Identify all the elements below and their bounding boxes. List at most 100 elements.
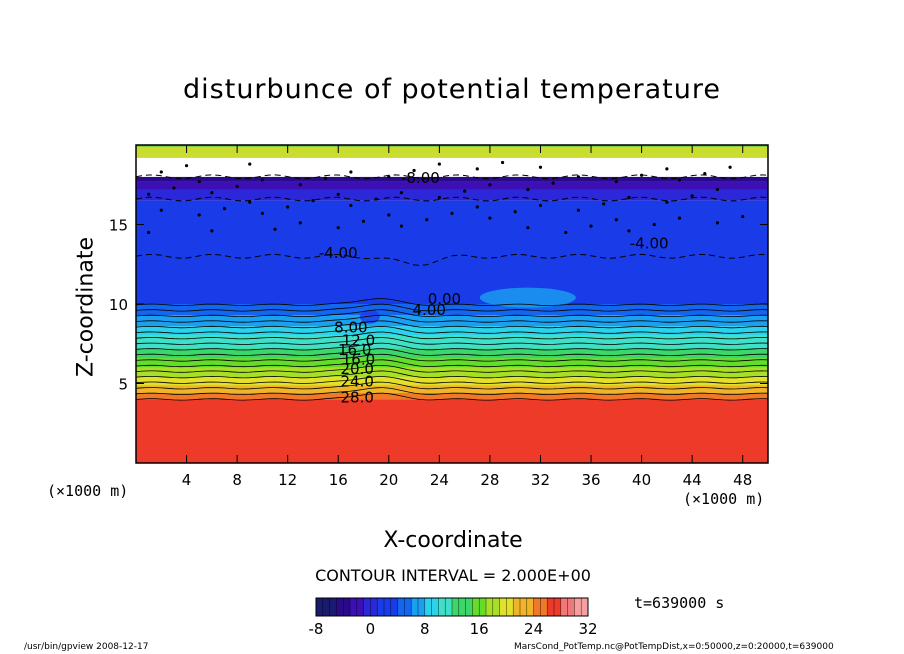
- colorbar-segment: [520, 598, 528, 616]
- contour-speck: [715, 221, 720, 225]
- heatmap-band: [136, 348, 768, 359]
- colorbar-segment: [499, 598, 507, 616]
- contour-label: -8.00: [401, 169, 440, 187]
- time-label: t=639000 s: [634, 594, 725, 612]
- contour-speck: [425, 218, 429, 222]
- contour-speck: [488, 183, 492, 187]
- colorbar-segment: [581, 598, 589, 616]
- x-tick-label: 16: [329, 471, 348, 489]
- contour-speck: [526, 226, 530, 230]
- x-tick-label: 20: [379, 471, 398, 489]
- contour-speck: [513, 210, 517, 214]
- contour-label: 12.0: [342, 331, 375, 349]
- colorbar-segment: [431, 598, 439, 616]
- colorbar-tick-label: 0: [366, 620, 376, 638]
- contour-speck: [475, 167, 479, 171]
- contour-speck: [715, 187, 720, 192]
- colorbar-segment: [350, 598, 358, 616]
- colorbar-segment: [513, 598, 521, 616]
- contour-line: [136, 309, 768, 318]
- colorbar-segment: [390, 598, 399, 616]
- y-tick-label: 10: [109, 296, 128, 314]
- contour-speck: [286, 205, 290, 209]
- colorbar-segment: [533, 598, 541, 616]
- contour-line-dashed: [136, 174, 768, 180]
- contour-speck: [222, 207, 227, 211]
- colorbar-segment: [336, 598, 344, 616]
- colorbar-segment: [486, 598, 494, 616]
- x-tick-label: 32: [531, 471, 550, 489]
- contour-line: [136, 325, 768, 334]
- colorbar-segment: [506, 598, 514, 616]
- contour-speck: [614, 218, 618, 222]
- colorbar-tick-label: 8: [420, 620, 430, 638]
- colorbar-segment: [458, 598, 467, 616]
- contour-line: [136, 314, 768, 323]
- contour-speck: [437, 162, 441, 166]
- contour-speck: [260, 178, 264, 182]
- heatmap-band: [136, 399, 768, 463]
- contour-line-dashed: [136, 253, 768, 266]
- contour-speck: [361, 219, 366, 223]
- contour-speck: [159, 208, 163, 212]
- contour-speck: [538, 203, 543, 208]
- contour-line: [136, 298, 768, 306]
- y-axis-ticks: 5 10 15: [109, 217, 768, 394]
- contour-speck: [614, 179, 618, 184]
- contour-line: [136, 376, 768, 384]
- colorbar-segment: [438, 598, 446, 616]
- file-footer: MarsCond_PotTemp.nc@PotTempDist,x=0:5000…: [514, 642, 834, 652]
- heatmap-band: [136, 367, 768, 378]
- contour-speck: [677, 216, 682, 220]
- colorbar-segment: [329, 598, 337, 616]
- contour-line: [136, 342, 768, 351]
- contour-speck: [374, 197, 378, 201]
- heatmap-field: [136, 145, 768, 463]
- heatmap-band: [136, 189, 768, 201]
- contour-line-dashed: [136, 196, 768, 202]
- contour-speck: [197, 179, 201, 184]
- contour-line: [136, 370, 768, 379]
- contour-labels: -8.00-4.00-4.000.004.008.0012.016.016.02…: [319, 169, 669, 406]
- contour-speck: [551, 181, 555, 185]
- contour-speck: [475, 205, 479, 209]
- x-axis-label: X-coordinate: [383, 528, 523, 553]
- contour-speck: [589, 224, 593, 228]
- contour-speck: [336, 226, 340, 230]
- contour-speck: [184, 164, 189, 168]
- contour-speck: [412, 168, 416, 173]
- contour-interval-label: CONTOUR INTERVAL = 2.000E+00: [315, 566, 591, 585]
- anomaly-patch: [479, 287, 576, 308]
- colorbar-segment: [363, 598, 371, 616]
- colorbar-segment: [316, 598, 324, 616]
- contour-label: 20.0: [340, 360, 373, 378]
- x-tick-label: 44: [683, 471, 702, 489]
- contour-speck: [197, 213, 201, 217]
- anomaly-patch: [359, 309, 380, 324]
- heatmap-band: [136, 176, 768, 182]
- contour-speck: [627, 229, 631, 233]
- contour-speck: [399, 224, 404, 228]
- x-tick-label: 24: [430, 471, 449, 489]
- contour-line: [136, 359, 768, 368]
- colorbar-segment: [492, 598, 501, 616]
- contour-speck: [488, 216, 492, 220]
- contour-label: 0.00: [428, 290, 461, 308]
- y-tick-label: 15: [109, 217, 128, 235]
- colorbar-segment: [322, 598, 331, 616]
- contour-speck: [248, 162, 252, 166]
- contour-speck: [298, 221, 302, 225]
- contour-speck: [576, 175, 581, 179]
- colorbar-segment: [547, 598, 555, 616]
- contour-speck: [500, 160, 505, 165]
- colorbar-segment: [370, 598, 378, 616]
- contour-speck: [387, 175, 391, 179]
- contour-speck: [576, 208, 581, 212]
- colorbar-segment: [424, 598, 433, 616]
- colorbar-segment: [554, 598, 562, 616]
- colorbar-segment: [377, 598, 385, 616]
- contour-speck: [349, 203, 353, 208]
- contour-label: 28.0: [340, 389, 373, 407]
- heatmap-band: [136, 200, 768, 304]
